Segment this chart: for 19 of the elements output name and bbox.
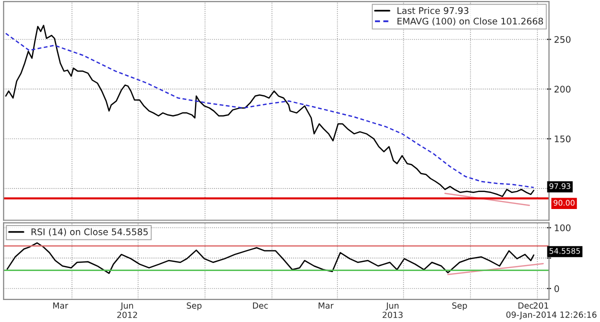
x-tick-label: Sep [452,302,467,310]
x-tick-label: 201 [534,302,548,309]
x-tick-label: Jun 2013 [382,302,403,318]
x-tick-label: Dec [253,302,268,309]
y-tick-label: 100 [554,224,570,232]
x-tick-label: Mar [53,302,68,309]
legend-label: EMAVG (100) on Close 101.2668 [398,18,543,26]
y-tick-label: 150 [554,135,570,142]
legend-label: Last Price 97.93 [398,7,468,14]
y-tick-label: 250 [554,36,570,43]
text: 09-Jan-2014 12:26:16 [506,312,596,320]
x-tick-label: Dec [518,302,534,309]
x-tick-label: Jun 2012 [117,302,137,318]
x-tick-label: Mar [318,302,334,309]
legend-label: RSI (14) on Close 54.5585 [32,228,148,236]
y-tick-label: 0 [554,285,560,292]
x-tick-label: Sep [186,302,202,310]
y-tick-label: 200 [554,86,570,93]
line-series [6,242,534,274]
